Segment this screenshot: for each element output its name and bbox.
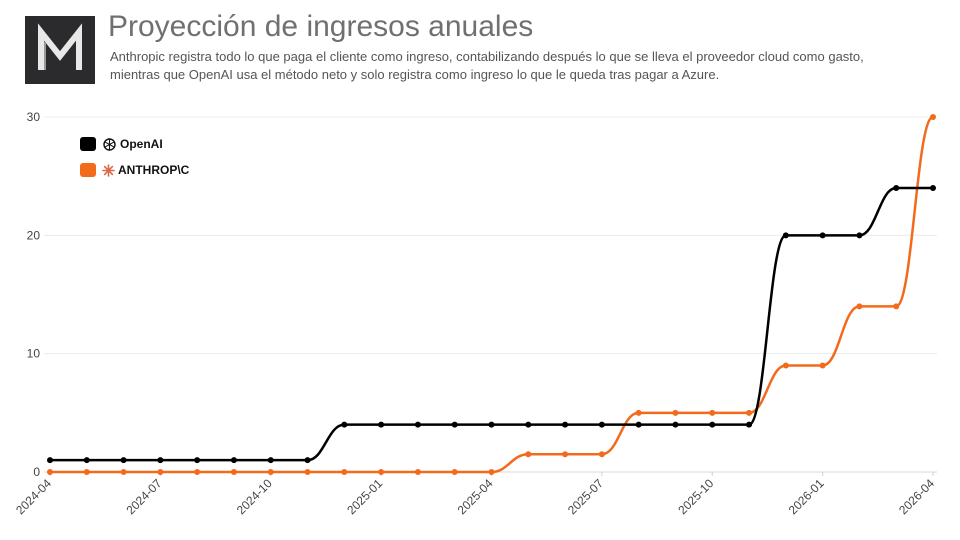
data-point-openai xyxy=(598,421,605,428)
data-point-anthropic xyxy=(488,469,495,475)
legend-item-openai: OpenAI xyxy=(80,136,189,152)
x-tick-label: 2025-01 xyxy=(344,476,385,517)
data-point-openai xyxy=(782,232,789,239)
data-point-anthropic xyxy=(930,114,936,120)
data-point-anthropic xyxy=(746,409,753,416)
data-point-anthropic xyxy=(47,469,53,475)
x-tick-label: 2024-07 xyxy=(123,476,164,517)
data-point-openai xyxy=(230,457,237,464)
data-point-anthropic xyxy=(304,469,311,475)
y-tick-label: 20 xyxy=(27,228,41,242)
series-line-openai xyxy=(50,186,933,462)
data-point-openai xyxy=(635,421,642,428)
data-point-anthropic xyxy=(83,469,90,475)
data-point-openai xyxy=(414,421,421,428)
data-point-anthropic xyxy=(893,303,900,310)
data-point-anthropic xyxy=(120,469,127,475)
data-point-anthropic xyxy=(378,469,385,475)
data-point-openai xyxy=(488,421,495,428)
data-point-openai xyxy=(341,421,348,428)
data-point-anthropic xyxy=(341,469,348,475)
page-title: Proyección de ingresos anuales xyxy=(108,10,534,43)
data-point-openai xyxy=(746,421,753,428)
data-point-anthropic xyxy=(635,409,642,416)
x-tick-label: 2026-01 xyxy=(786,476,827,517)
legend-swatch-openai xyxy=(80,137,96,151)
data-point-openai xyxy=(47,457,53,464)
brand-logo xyxy=(25,16,95,84)
data-point-anthropic xyxy=(157,469,164,475)
data-point-anthropic xyxy=(451,469,458,475)
data-point-anthropic xyxy=(562,451,569,458)
data-point-openai xyxy=(83,457,90,464)
data-point-openai xyxy=(157,457,164,464)
data-point-openai xyxy=(304,457,311,464)
data-point-anthropic xyxy=(856,303,863,310)
page-subtitle: Anthropic registra todo lo que paga el c… xyxy=(110,49,864,82)
legend-swatch-anthropic xyxy=(80,163,96,177)
data-point-anthropic xyxy=(194,469,201,475)
data-point-openai xyxy=(562,421,569,428)
anthropic-logo-icon xyxy=(102,163,115,177)
x-axis-ticks: 2024-04 2024-07 2024-10 2025-01 2025-04 2025-… xyxy=(13,472,937,517)
series-line-anthropic xyxy=(50,115,935,474)
data-point-anthropic xyxy=(230,469,237,475)
x-tick-label: 2026-04 xyxy=(896,476,937,517)
x-tick-label: 2025-10 xyxy=(675,476,716,517)
data-point-openai xyxy=(194,457,201,464)
data-point-openai xyxy=(672,421,679,428)
data-point-anthropic xyxy=(782,362,789,369)
data-point-openai xyxy=(267,457,274,464)
data-point-anthropic xyxy=(672,409,679,416)
legend-label-anthropic: ANTHROP\C xyxy=(118,163,190,177)
data-point-anthropic xyxy=(709,409,716,416)
data-point-openai xyxy=(378,421,385,428)
data-point-openai xyxy=(525,421,532,428)
data-point-openai xyxy=(930,185,936,191)
legend-item-anthropic: ANTHROP\C xyxy=(80,162,189,178)
chart-legend: OpenAI ANTHROP\C xyxy=(80,136,189,188)
y-axis-ticks: 0 10 20 30 xyxy=(27,110,41,479)
data-point-anthropic xyxy=(598,451,605,458)
data-point-openai xyxy=(709,421,716,428)
y-tick-label: 30 xyxy=(27,110,41,124)
data-point-openai xyxy=(451,421,458,428)
logo-m-icon xyxy=(38,23,82,70)
series-points xyxy=(47,114,936,475)
x-tick-label: 2025-04 xyxy=(455,476,496,517)
data-point-openai xyxy=(120,457,127,464)
data-point-anthropic xyxy=(267,469,274,475)
y-tick-label: 0 xyxy=(33,465,40,479)
x-tick-label: 2024-10 xyxy=(234,476,275,517)
x-tick-label: 2024-04 xyxy=(13,476,54,517)
legend-label-openai: OpenAI xyxy=(120,137,163,151)
data-point-openai xyxy=(893,185,900,191)
data-point-openai xyxy=(856,232,863,239)
data-point-anthropic xyxy=(414,469,421,475)
x-tick-label: 2025-07 xyxy=(565,476,606,517)
data-point-anthropic xyxy=(819,362,826,369)
data-point-anthropic xyxy=(525,451,532,458)
openai-logo-icon xyxy=(102,137,117,152)
y-tick-label: 10 xyxy=(27,347,41,361)
data-point-openai xyxy=(819,232,826,239)
